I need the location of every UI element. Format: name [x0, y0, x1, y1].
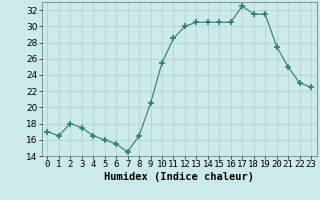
X-axis label: Humidex (Indice chaleur): Humidex (Indice chaleur) [104, 172, 254, 182]
